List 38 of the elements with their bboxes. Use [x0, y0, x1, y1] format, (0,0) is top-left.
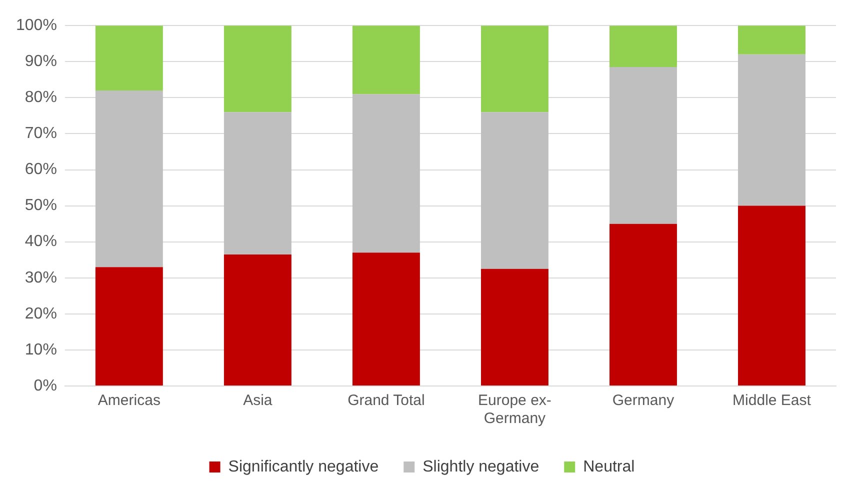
bar	[480, 268, 548, 386]
y-tick-label: 80%	[24, 89, 57, 106]
bar	[95, 267, 163, 386]
x-tick-label: Middle East	[732, 392, 812, 410]
bar	[480, 112, 548, 269]
bar	[738, 26, 806, 54]
bar	[352, 26, 420, 94]
bar	[224, 26, 292, 112]
bar	[609, 67, 677, 224]
y-tick-label: 50%	[24, 197, 57, 214]
bar	[224, 254, 292, 386]
y-tick-label: 100%	[16, 17, 57, 34]
y-tick-label: 10%	[24, 341, 57, 358]
x-tick-label: Asia	[243, 392, 273, 410]
x-tick-label: Europe ex-Germany	[478, 392, 552, 428]
bar	[352, 94, 420, 253]
y-tick-label: 70%	[24, 125, 57, 142]
bar	[738, 206, 806, 386]
bar	[609, 26, 677, 68]
y-tick-label: 40%	[24, 233, 57, 250]
x-tick-label: Germany	[612, 392, 675, 410]
y-tick-label: 30%	[24, 269, 57, 286]
bar	[95, 90, 163, 268]
x-tick-label: Grand Total	[348, 392, 425, 410]
bar	[738, 54, 806, 206]
y-tick-label: 0%	[34, 377, 57, 394]
bar	[609, 224, 677, 386]
bar	[352, 252, 420, 386]
legend-label: Slightly negative	[422, 458, 540, 476]
bar	[224, 112, 292, 254]
legend-label: Significantly negative	[228, 458, 379, 476]
x-tick-label: Americas	[98, 392, 160, 410]
y-tick-label: 90%	[24, 53, 57, 70]
legend-label: Neutral	[583, 458, 635, 476]
bar	[480, 26, 548, 112]
bar	[95, 26, 163, 90]
y-tick-label: 60%	[24, 161, 57, 178]
y-tick-label: 20%	[24, 305, 57, 322]
